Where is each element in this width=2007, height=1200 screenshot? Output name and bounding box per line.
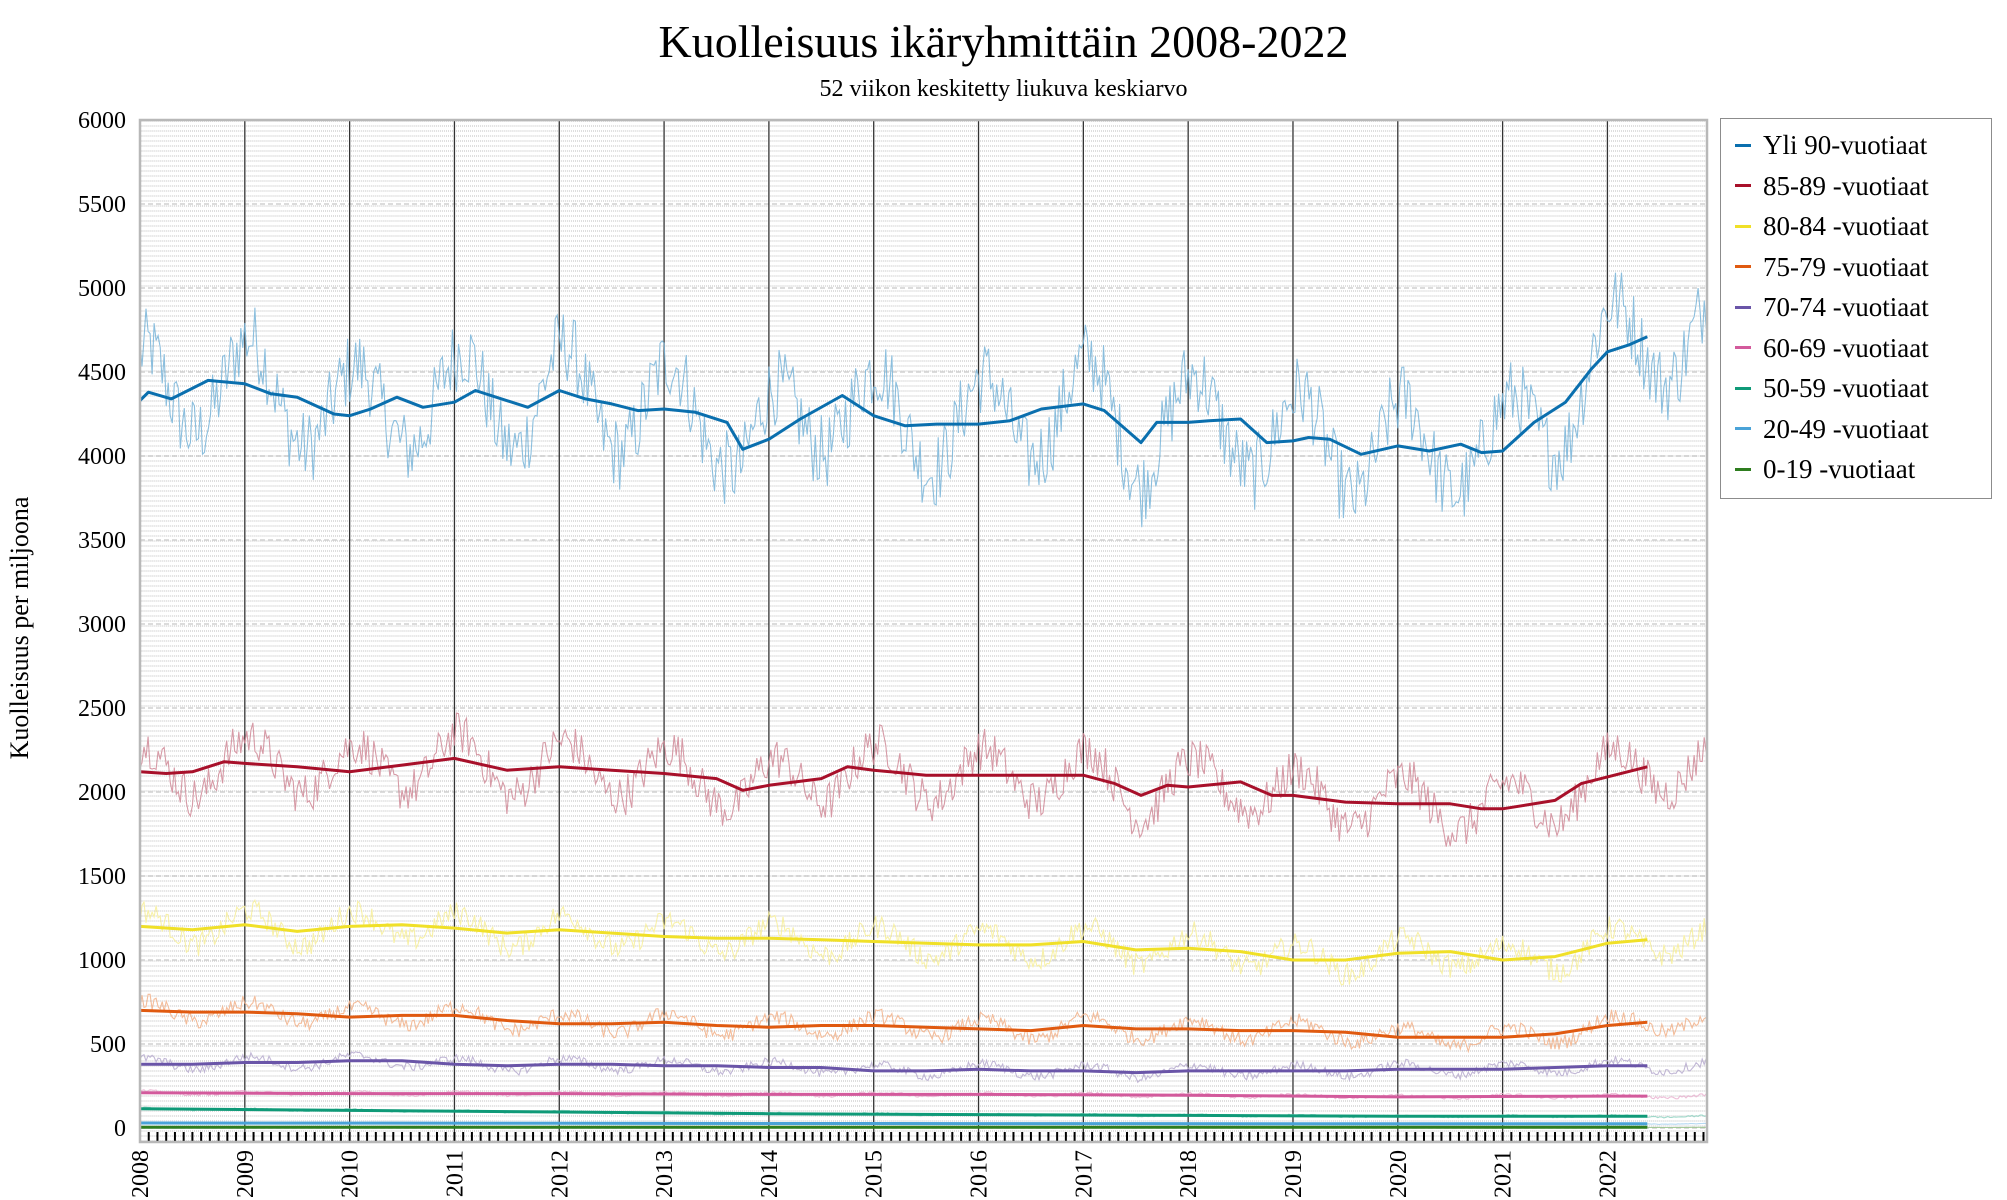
raw-series-2 (139, 899, 1707, 986)
x-tick-label: 2012 (547, 1150, 573, 1198)
x-tick-label: 2010 (338, 1150, 364, 1198)
legend-item: 85-89 -vuotiaat (1721, 166, 1991, 207)
x-tick-label: 2018 (1176, 1150, 1202, 1198)
legend-item: 60-69 -vuotiaat (1721, 328, 1991, 369)
chart-subtitle: 52 viikon keskitetty liukuva keskiarvo (819, 76, 1188, 102)
x-tick-label: 2016 (967, 1150, 993, 1198)
series-lines-layer (138, 335, 1648, 1129)
x-tick-label: 2013 (652, 1150, 678, 1198)
y-tick-label: 4000 (78, 444, 126, 470)
x-tick-label: 2019 (1281, 1150, 1307, 1198)
axis-layer: 0 500 1000 1500 2000 2500 3000 3500 4000 4500 5000… (78, 108, 1705, 1198)
raw-series-0 (139, 272, 1707, 528)
y-tick-label: 3500 (78, 528, 126, 554)
series-line-3 (139, 1008, 1648, 1039)
raw-series-3 (139, 993, 1707, 1054)
x-tick-label: 2014 (757, 1150, 783, 1198)
legend-swatch (1735, 346, 1751, 350)
x-tick-label: 2017 (1071, 1150, 1097, 1198)
y-axis-title: Kuolleisuus per miljoona (5, 496, 34, 759)
y-tick-label: 2000 (78, 780, 126, 806)
raw-series-4 (139, 1051, 1707, 1084)
legend-label: 60-69 -vuotiaat (1763, 332, 1929, 363)
series-line-4 (140, 1059, 1648, 1075)
raw-series-1 (139, 712, 1707, 847)
y-tick-label: 500 (90, 1032, 126, 1058)
y-tick-label: 0 (114, 1116, 126, 1142)
y-tick-label: 5500 (78, 192, 126, 218)
x-tick-label: 2011 (442, 1150, 468, 1197)
legend-label: 50-59 -vuotiaat (1763, 373, 1929, 404)
y-tick-label: 5000 (78, 276, 126, 302)
series-line-6 (139, 1107, 1648, 1118)
legend-swatch (1735, 467, 1751, 471)
legend-swatch (1735, 184, 1751, 188)
legend-label: 0-19 -vuotiaat (1763, 454, 1916, 485)
plot-border (138, 118, 1709, 1144)
series-line-2 (139, 923, 1648, 962)
legend-item: 20-49 -vuotiaat (1721, 409, 1991, 450)
series-line-1 (139, 756, 1648, 811)
legend-swatch (1735, 386, 1751, 390)
y-tick-label: 6000 (78, 108, 126, 134)
y-tick-label: 1000 (78, 948, 126, 974)
legend-item: 80-84 -vuotiaat (1721, 206, 1991, 247)
y-tick-label: 4500 (78, 360, 126, 386)
series-line-5 (139, 1091, 1648, 1099)
legend-swatch (1735, 265, 1751, 269)
plot-background (140, 120, 1707, 1142)
chart-title: Kuolleisuus ikäryhmittäin 2008-2022 (658, 16, 1349, 67)
series-line-0 (138, 335, 1648, 456)
legend-label: 80-84 -vuotiaat (1763, 211, 1929, 242)
x-tick-label: 2022 (1595, 1150, 1621, 1198)
x-tick-label: 2009 (233, 1150, 259, 1198)
x-tick-label: 2008 (128, 1150, 154, 1198)
y-tick-label: 2500 (78, 696, 126, 722)
x-tick-label: 2020 (1386, 1150, 1412, 1198)
grid-layer (139, 119, 1707, 1142)
legend-label: 75-79 -vuotiaat (1763, 251, 1929, 282)
legend-item: 70-74 -vuotiaat (1721, 287, 1991, 328)
legend-item: Yli 90-vuotiaat (1721, 125, 1991, 166)
legend-swatch (1735, 143, 1751, 147)
x-tick-label: 2015 (862, 1150, 888, 1198)
legend-item: 75-79 -vuotiaat (1721, 247, 1991, 288)
legend-label: 20-49 -vuotiaat (1763, 413, 1929, 444)
y-tick-label: 1500 (78, 864, 126, 890)
legend-swatch (1735, 427, 1751, 431)
x-tick-label: 2021 (1491, 1150, 1517, 1198)
legend-item: 0-19 -vuotiaat (1721, 449, 1991, 490)
legend-swatch (1735, 305, 1751, 309)
legend: Yli 90-vuotiaat 85-89 -vuotiaat 80-84 -vuo… (1720, 118, 1992, 499)
legend-label: 70-74 -vuotiaat (1763, 292, 1929, 323)
legend-swatch (1735, 224, 1751, 228)
y-tick-label: 3000 (78, 612, 126, 638)
legend-label: 85-89 -vuotiaat (1763, 170, 1929, 201)
legend-item: 50-59 -vuotiaat (1721, 368, 1991, 409)
legend-label: Yli 90-vuotiaat (1763, 130, 1928, 161)
series-line-7 (139, 1121, 1648, 1126)
